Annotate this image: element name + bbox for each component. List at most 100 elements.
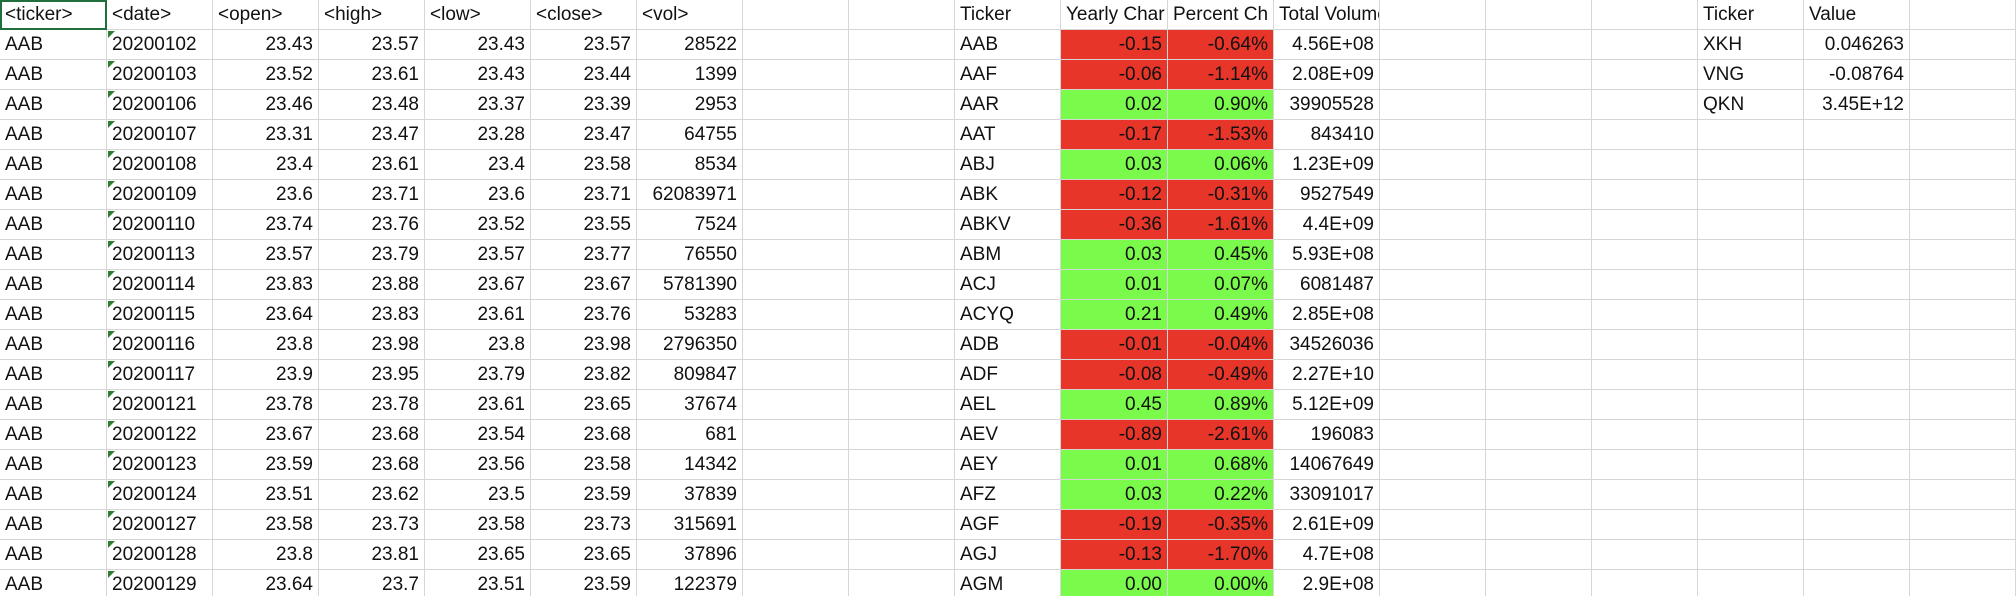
empty-cell[interactable] xyxy=(1698,150,1804,180)
empty-cell[interactable] xyxy=(1910,270,2016,300)
date-cell[interactable]: 20200107 xyxy=(107,120,213,150)
percent-change-cell[interactable]: -1.70% xyxy=(1168,540,1274,570)
date-cell[interactable]: 20200108 xyxy=(107,150,213,180)
empty-cell[interactable] xyxy=(743,30,849,60)
empty-cell[interactable] xyxy=(743,270,849,300)
value-cell[interactable]: 2953 xyxy=(637,90,743,120)
empty-cell[interactable] xyxy=(1486,510,1592,540)
empty-cell[interactable] xyxy=(849,450,955,480)
value-cell[interactable]: 23.83 xyxy=(213,270,319,300)
empty-cell[interactable] xyxy=(849,30,955,60)
empty-cell[interactable] xyxy=(1592,570,1698,596)
value-cell[interactable]: 23.68 xyxy=(319,420,425,450)
empty-cell[interactable] xyxy=(1592,300,1698,330)
empty-cell[interactable] xyxy=(1592,120,1698,150)
empty-cell[interactable] xyxy=(1698,240,1804,270)
value-cell[interactable]: 23.56 xyxy=(425,450,531,480)
summary-ticker-cell[interactable]: AFZ xyxy=(955,480,1061,510)
summary-ticker-cell[interactable]: AGJ xyxy=(955,540,1061,570)
value-cell[interactable]: 23.65 xyxy=(531,390,637,420)
date-cell[interactable]: 20200106 xyxy=(107,90,213,120)
value-cell[interactable]: 23.39 xyxy=(531,90,637,120)
empty-cell[interactable] xyxy=(1592,540,1698,570)
value-cell[interactable]: 23.58 xyxy=(531,150,637,180)
ticker-cell[interactable]: AAB xyxy=(0,420,107,450)
empty-cell[interactable] xyxy=(1486,0,1592,30)
empty-cell[interactable] xyxy=(1592,210,1698,240)
value-cell[interactable]: 23.43 xyxy=(425,30,531,60)
empty-cell[interactable] xyxy=(1486,330,1592,360)
value-cell[interactable]: 23.77 xyxy=(531,240,637,270)
value-cell[interactable]: 23.67 xyxy=(213,420,319,450)
date-cell[interactable]: 20200103 xyxy=(107,60,213,90)
date-cell[interactable]: 20200128 xyxy=(107,540,213,570)
empty-cell[interactable] xyxy=(1592,420,1698,450)
value-cell[interactable]: 23.59 xyxy=(531,480,637,510)
empty-cell[interactable] xyxy=(1486,570,1592,596)
value-cell[interactable]: 315691 xyxy=(637,510,743,540)
greatest-value-cell[interactable]: 0.046263 xyxy=(1804,30,1910,60)
empty-cell[interactable] xyxy=(1910,390,2016,420)
empty-cell[interactable] xyxy=(1592,330,1698,360)
empty-cell[interactable] xyxy=(849,330,955,360)
ticker-cell[interactable]: AAB xyxy=(0,180,107,210)
empty-cell[interactable] xyxy=(1380,210,1486,240)
percent-change-cell[interactable]: -1.53% xyxy=(1168,120,1274,150)
total-volume-cell[interactable]: 2.85E+08 xyxy=(1274,300,1380,330)
ticker-cell[interactable]: AAB xyxy=(0,150,107,180)
date-cell[interactable]: 20200113 xyxy=(107,240,213,270)
empty-cell[interactable] xyxy=(1380,480,1486,510)
value-cell[interactable]: 23.67 xyxy=(425,270,531,300)
empty-cell[interactable] xyxy=(1380,60,1486,90)
empty-cell[interactable] xyxy=(1698,210,1804,240)
empty-cell[interactable] xyxy=(1592,30,1698,60)
total-volume-cell[interactable]: 4.4E+09 xyxy=(1274,210,1380,240)
empty-cell[interactable] xyxy=(1804,480,1910,510)
percent-change-cell[interactable]: -0.64% xyxy=(1168,30,1274,60)
empty-cell[interactable] xyxy=(743,60,849,90)
empty-cell[interactable] xyxy=(849,390,955,420)
empty-cell[interactable] xyxy=(849,570,955,596)
raw-header-cell[interactable]: <date> xyxy=(107,0,213,30)
value-cell[interactable]: 23.6 xyxy=(213,180,319,210)
summary-ticker-cell[interactable]: AEL xyxy=(955,390,1061,420)
empty-cell[interactable] xyxy=(849,90,955,120)
empty-cell[interactable] xyxy=(743,330,849,360)
summary-ticker-cell[interactable]: ABKV xyxy=(955,210,1061,240)
ticker-cell[interactable]: AAB xyxy=(0,240,107,270)
total-volume-cell[interactable]: 34526036 xyxy=(1274,330,1380,360)
raw-header-cell[interactable]: <open> xyxy=(213,0,319,30)
date-cell[interactable]: 20200122 xyxy=(107,420,213,450)
value-cell[interactable]: 23.61 xyxy=(319,150,425,180)
value-cell[interactable]: 23.65 xyxy=(531,540,637,570)
yearly-change-cell[interactable]: -0.15 xyxy=(1061,30,1168,60)
yearly-change-cell[interactable]: -0.89 xyxy=(1061,420,1168,450)
value-cell[interactable]: 23.58 xyxy=(425,510,531,540)
empty-cell[interactable] xyxy=(743,450,849,480)
yearly-change-cell[interactable]: 0.03 xyxy=(1061,150,1168,180)
empty-cell[interactable] xyxy=(1486,180,1592,210)
raw-header-cell[interactable]: <ticker> xyxy=(0,0,107,30)
ticker-cell[interactable]: AAB xyxy=(0,300,107,330)
value-cell[interactable]: 23.44 xyxy=(531,60,637,90)
value-cell[interactable]: 23.4 xyxy=(213,150,319,180)
date-cell[interactable]: 20200116 xyxy=(107,330,213,360)
value-cell[interactable]: 23.5 xyxy=(425,480,531,510)
value-cell[interactable]: 23.78 xyxy=(213,390,319,420)
empty-cell[interactable] xyxy=(1910,180,2016,210)
value-cell[interactable]: 23.58 xyxy=(213,510,319,540)
empty-cell[interactable] xyxy=(743,480,849,510)
empty-cell[interactable] xyxy=(849,420,955,450)
empty-cell[interactable] xyxy=(849,180,955,210)
empty-cell[interactable] xyxy=(1804,450,1910,480)
empty-cell[interactable] xyxy=(1804,420,1910,450)
ticker-cell[interactable]: AAB xyxy=(0,30,107,60)
total-volume-cell[interactable]: 196083 xyxy=(1274,420,1380,450)
empty-cell[interactable] xyxy=(1380,420,1486,450)
value-cell[interactable]: 23.51 xyxy=(425,570,531,596)
empty-cell[interactable] xyxy=(1698,120,1804,150)
ticker-cell[interactable]: AAB xyxy=(0,120,107,150)
value-cell[interactable]: 23.62 xyxy=(319,480,425,510)
value-cell[interactable]: 23.51 xyxy=(213,480,319,510)
